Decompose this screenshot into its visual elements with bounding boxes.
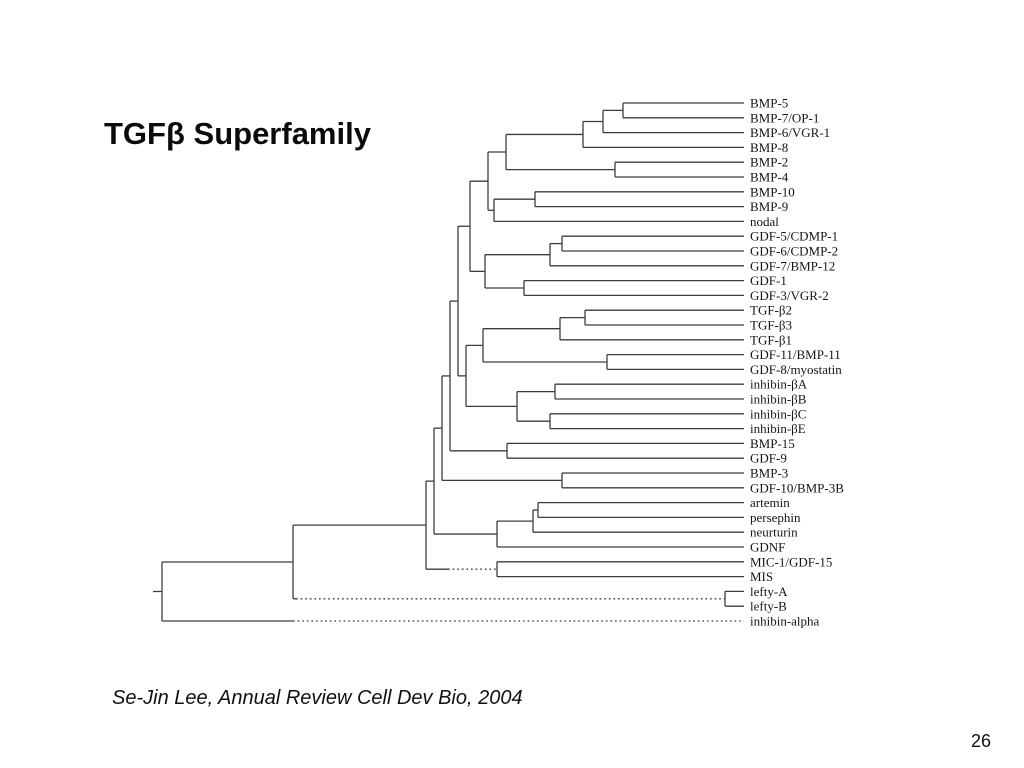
leaf-label: BMP-15: [750, 436, 795, 451]
leaf-label: GDF-11/BMP-11: [750, 347, 841, 362]
leaf-label: MIS: [750, 569, 773, 584]
citation-text: Se-Jin Lee, Annual Review Cell Dev Bio, …: [112, 687, 523, 709]
leaf-label: BMP-2: [750, 155, 788, 170]
leaf-label: BMP-6/VGR-1: [750, 125, 830, 140]
leaf-label: GDF-6/CDMP-2: [750, 244, 838, 259]
leaf-label: inhibin-βA: [750, 377, 808, 392]
leaf-label: TGF-β2: [750, 303, 792, 318]
leaf-label: GDF-1: [750, 273, 787, 288]
leaf-label: inhibin-alpha: [750, 614, 820, 629]
leaf-label: BMP-5: [750, 96, 788, 111]
leaf-label: BMP-7/OP-1: [750, 110, 819, 125]
leaf-label: artemin: [750, 495, 790, 510]
leaf-label: persephin: [750, 510, 801, 525]
slide-title: TGFβ Superfamily: [104, 116, 371, 151]
leaf-label: inhibin-βE: [750, 421, 806, 436]
leaf-label: BMP-4: [750, 170, 789, 185]
leaf-label: neurturin: [750, 525, 798, 540]
leaf-label: inhibin-βB: [750, 392, 807, 407]
page-number: 26: [970, 731, 991, 751]
leaf-label: GDF-10/BMP-3B: [750, 480, 844, 495]
leaf-label: lefty-B: [750, 599, 787, 614]
leaf-label: BMP-9: [750, 199, 788, 214]
leaf-label: GDF-9: [750, 451, 787, 466]
leaf-label: GDF-7/BMP-12: [750, 258, 835, 273]
leaf-label: GDF-5/CDMP-1: [750, 229, 838, 244]
leaf-label: GDF-8/myostatin: [750, 362, 842, 377]
leaf-label: inhibin-βC: [750, 406, 806, 421]
leaf-label: TGF-β1: [750, 332, 792, 347]
leaf-label: BMP-10: [750, 184, 795, 199]
leaf-label: TGF-β3: [750, 318, 792, 333]
leaf-label: MIC-1/GDF-15: [750, 554, 832, 569]
leaf-label: lefty-A: [750, 584, 788, 599]
leaf-label: BMP-3: [750, 466, 788, 481]
leaf-label: GDF-3/VGR-2: [750, 288, 829, 303]
leaf-label: BMP-8: [750, 140, 788, 155]
leaf-label: nodal: [750, 214, 779, 229]
leaf-label: GDNF: [750, 540, 785, 555]
